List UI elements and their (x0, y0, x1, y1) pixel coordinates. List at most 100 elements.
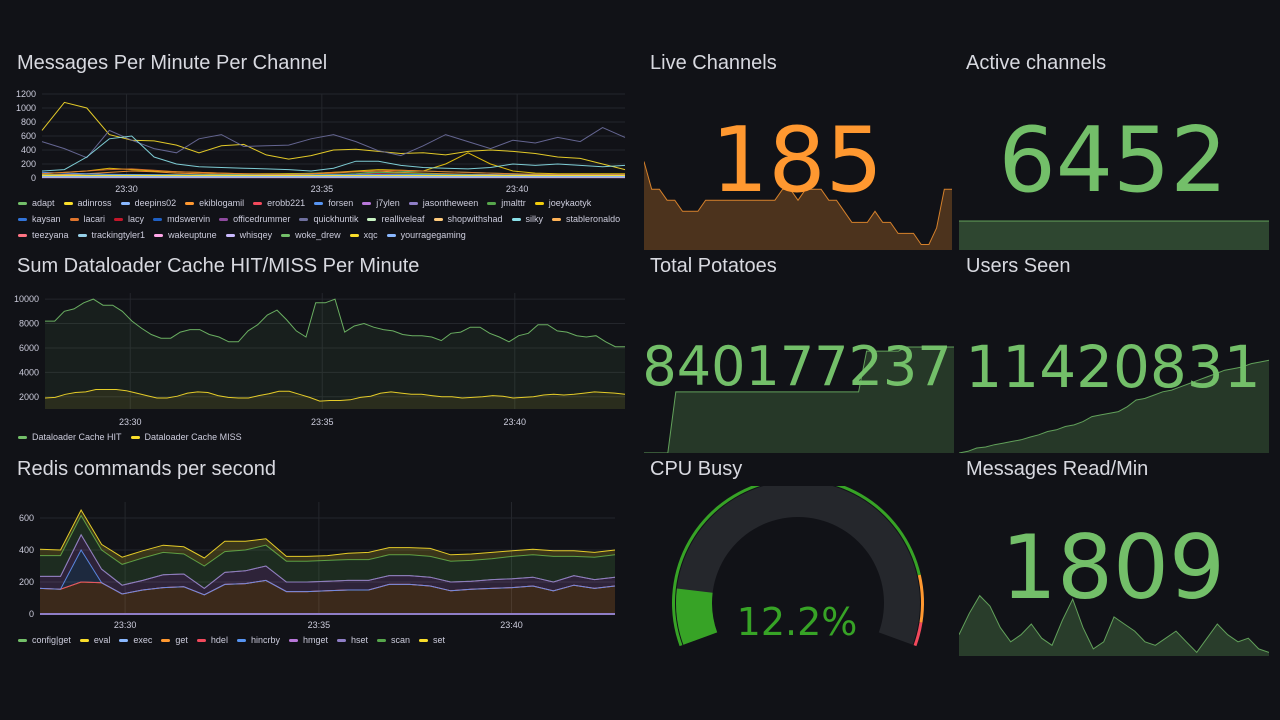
legend-item-hincrby[interactable]: hincrby (236, 635, 280, 645)
legend-item-adapt[interactable]: adapt (18, 198, 55, 208)
x-tick-label: 23:40 (500, 620, 523, 630)
legend-item-jasontheween[interactable]: jasontheween (408, 198, 479, 208)
legend-item-eval[interactable]: eval (79, 635, 110, 645)
series-line-hset (40, 533, 616, 590)
legend-swatch (487, 201, 497, 205)
legend-swatch (236, 638, 246, 642)
legend-label: deepins02 (134, 198, 177, 208)
panel-title: Users Seen (966, 255, 1071, 277)
panel-title: Redis commands per second (17, 458, 277, 480)
legend-item-yourragegaming[interactable]: yourragegaming (386, 230, 466, 240)
series-line-scan (40, 514, 616, 567)
legend-item-joeykaotyk[interactable]: joeykaotyk (534, 198, 591, 208)
legend-label: get (175, 635, 188, 645)
legend-label: j7ylen (376, 198, 400, 208)
legend-label: set (433, 635, 446, 645)
legend-item-jmalttr[interactable]: jmalttr (487, 198, 526, 208)
legend-item-dataloader-cache-hit[interactable]: Dataloader Cache HIT (18, 432, 122, 442)
legend-item-officedrummer[interactable]: officedrummer (219, 214, 290, 224)
series-line-silky (41, 135, 626, 172)
legend-swatch (161, 638, 171, 642)
legend-label: teezyana (32, 230, 69, 240)
panel-title: Total Potatoes (650, 255, 777, 277)
legend-item-mdswervin[interactable]: mdswervin (153, 214, 210, 224)
legend-label: hset (350, 635, 368, 645)
legend-item-realliveleaf[interactable]: realliveleaf (367, 214, 425, 224)
legend-item-stableronaldo[interactable]: stableronaldo (552, 214, 620, 224)
y-tick-label: 2000 (19, 392, 39, 402)
sparkline-fill (644, 347, 954, 453)
legend-item-deepins02[interactable]: deepins02 (120, 198, 177, 208)
legend-item-lacari[interactable]: lacari (69, 214, 105, 224)
legend-swatch (119, 638, 129, 642)
legend-item-kaysan[interactable]: kaysan (18, 214, 61, 224)
legend-label: mdswervin (167, 214, 211, 224)
legend-label: shopwithshad (447, 214, 503, 224)
chart-legend: config|get eval exec get hdel hincrby hmget hse… (18, 635, 633, 645)
legend-swatch (18, 233, 27, 237)
legend-swatch (433, 217, 443, 221)
legend-item-exec[interactable]: exec (119, 635, 152, 645)
legend-label: erobb221 (267, 198, 306, 208)
redis-commands-chart[interactable]: 0 200 400 600 23:30 23:35 23:40 (0, 496, 635, 633)
legend-item-hdel[interactable]: hdel (196, 635, 228, 645)
series-fill-set (40, 510, 615, 566)
stat-value: 840177237 (642, 335, 952, 398)
legend-label: yourragegaming (400, 230, 466, 240)
users-seen-sparkline (959, 359, 1269, 453)
legend-item-config-get[interactable]: config|get (18, 635, 71, 645)
legend-swatch (69, 217, 79, 221)
series-fill-dataloader-cache-hit (45, 299, 625, 409)
sparkline-fill (644, 161, 952, 250)
legend-item-trackingtyler1[interactable]: trackingtyler1 (77, 230, 145, 240)
legend-item-woke-drew[interactable]: woke_drew (281, 230, 341, 240)
panel-title: Live Channels (650, 52, 777, 74)
legend-item-quickhuntik[interactable]: quickhuntik (299, 214, 358, 224)
legend-label: jasontheween (422, 198, 479, 208)
legend-item-silky[interactable]: silky (511, 214, 543, 224)
legend-label: hincrby (250, 635, 280, 645)
gauge-value: 12.2% (736, 600, 858, 644)
legend-label: kaysan (32, 214, 61, 224)
legend-swatch (349, 233, 359, 237)
legend-label: realliveleaf (381, 214, 425, 224)
x-tick-label: 23:35 (311, 184, 334, 194)
messages-per-minute-chart[interactable]: 0 200 400 600 800 1000 1200 23:30 23:35 23:40 (0, 84, 635, 194)
panel-messages-per-minute: Messages Per Minute Per Channel 0 200 400 6… (0, 52, 635, 247)
x-tick-label: 23:30 (119, 417, 142, 427)
legend-item-hmget[interactable]: hmget (288, 635, 328, 645)
legend-label: adinross (77, 198, 112, 208)
y-tick-label: 200 (21, 159, 36, 169)
panel-live-channels: Live Channels 185 (641, 52, 953, 250)
legend-item-adinross[interactable]: adinross (63, 198, 112, 208)
legend-item-scan[interactable]: scan (376, 635, 410, 645)
legend-item-ekiblogamil[interactable]: ekiblogamil (185, 198, 244, 208)
legend-swatch (63, 201, 73, 205)
legend-item-dataloader-cache-miss[interactable]: Dataloader Cache MISS (130, 432, 242, 442)
legend-item-set[interactable]: set (419, 635, 445, 645)
legend-item-hset[interactable]: hset (336, 635, 368, 645)
panel-redis-commands: Redis commands per second 0 200 400 600 23:3… (0, 458, 635, 653)
legend-item-get[interactable]: get (161, 635, 188, 645)
x-tick-label: 23:40 (504, 417, 527, 427)
panel-title: Sum Dataloader Cache HIT/MISS Per Minute (17, 255, 420, 277)
legend-swatch (185, 201, 195, 205)
legend-item-shopwithshad[interactable]: shopwithshad (433, 214, 503, 224)
legend-item-teezyana[interactable]: teezyana (18, 230, 69, 240)
dataloader-cache-chart[interactable]: 2000 4000 6000 8000 10000 23:30 23:35 23:40 (0, 285, 635, 430)
legend-item-lacy[interactable]: lacy (114, 214, 144, 224)
legend-item-j7ylen[interactable]: j7ylen (362, 198, 400, 208)
legend-label: woke_drew (295, 230, 341, 240)
y-tick-label: 400 (21, 145, 36, 155)
legend-swatch (534, 201, 544, 205)
legend-item-wakeuptune[interactable]: wakeuptune (154, 230, 217, 240)
legend-label: Dataloader Cache MISS (144, 432, 242, 442)
legend-item-whisqey[interactable]: whisqey (225, 230, 273, 240)
legend-item-forsen[interactable]: forsen (314, 198, 353, 208)
y-tick-label: 10000 (14, 294, 39, 304)
legend-swatch (18, 217, 27, 221)
legend-label: whisqey (239, 230, 273, 240)
legend-item-erobb221[interactable]: erobb221 (253, 198, 305, 208)
legend-item-xqc[interactable]: xqc (349, 230, 378, 240)
panel-title: Active channels (966, 52, 1107, 74)
